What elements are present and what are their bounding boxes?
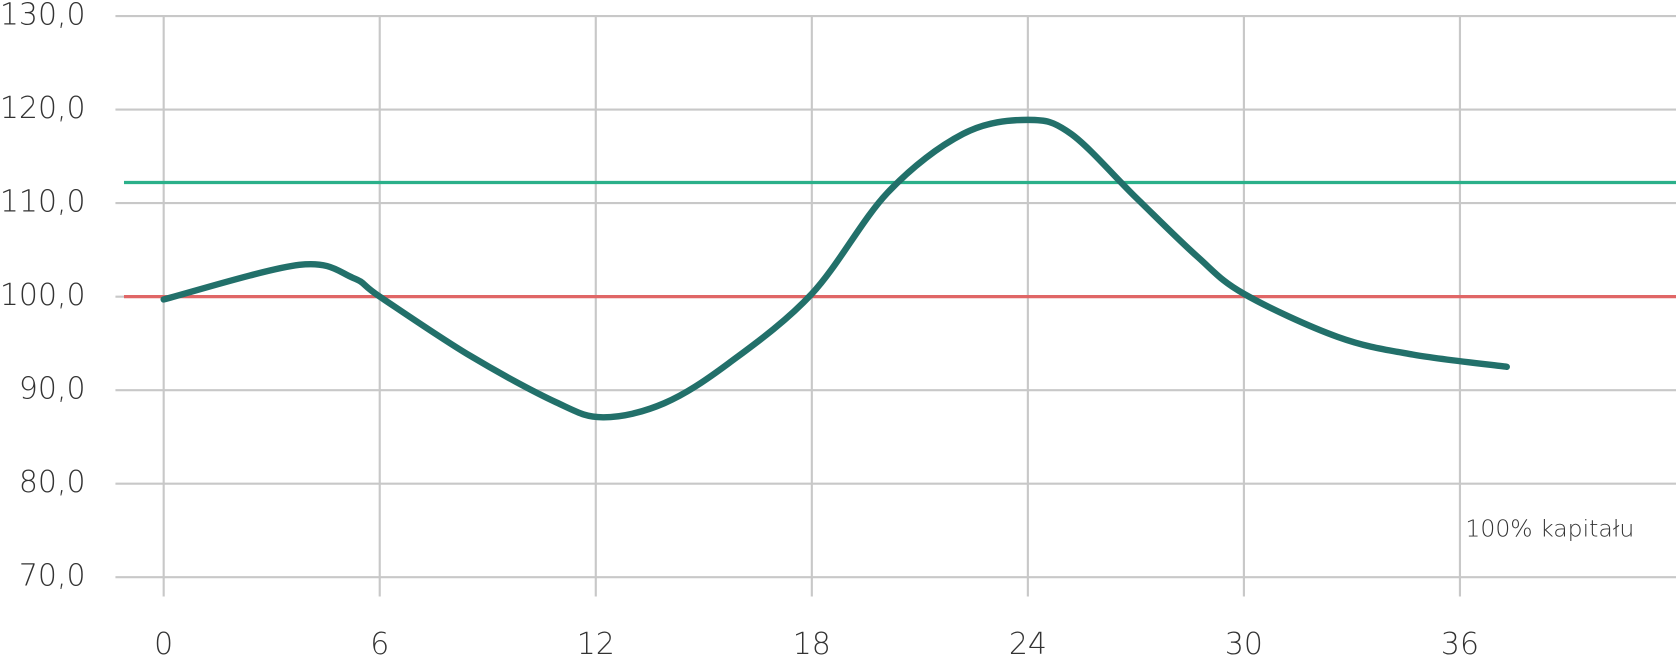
y-tick-label: 90,0 bbox=[19, 372, 86, 407]
x-tick-label: 6 bbox=[370, 627, 389, 659]
annotation: 100% kapitału bbox=[1465, 515, 1634, 543]
y-tick-label: 100,0 bbox=[0, 278, 86, 313]
y-tick-label: 120,0 bbox=[0, 91, 86, 126]
y-tick-label: 130,0 bbox=[0, 0, 86, 33]
data-line bbox=[160, 116, 1510, 421]
y-tick-label: 70,0 bbox=[19, 559, 86, 594]
x-tick-label: 18 bbox=[793, 627, 831, 659]
x-tick-label: 30 bbox=[1225, 627, 1263, 659]
y-tick-label: 110,0 bbox=[0, 185, 86, 220]
x-tick-label: 24 bbox=[1009, 627, 1047, 659]
x-tick-label: 0 bbox=[154, 627, 173, 659]
x-tick-label: 36 bbox=[1441, 627, 1479, 659]
y-tick-label: 80,0 bbox=[19, 465, 86, 500]
x-tick-label: 12 bbox=[577, 627, 615, 659]
